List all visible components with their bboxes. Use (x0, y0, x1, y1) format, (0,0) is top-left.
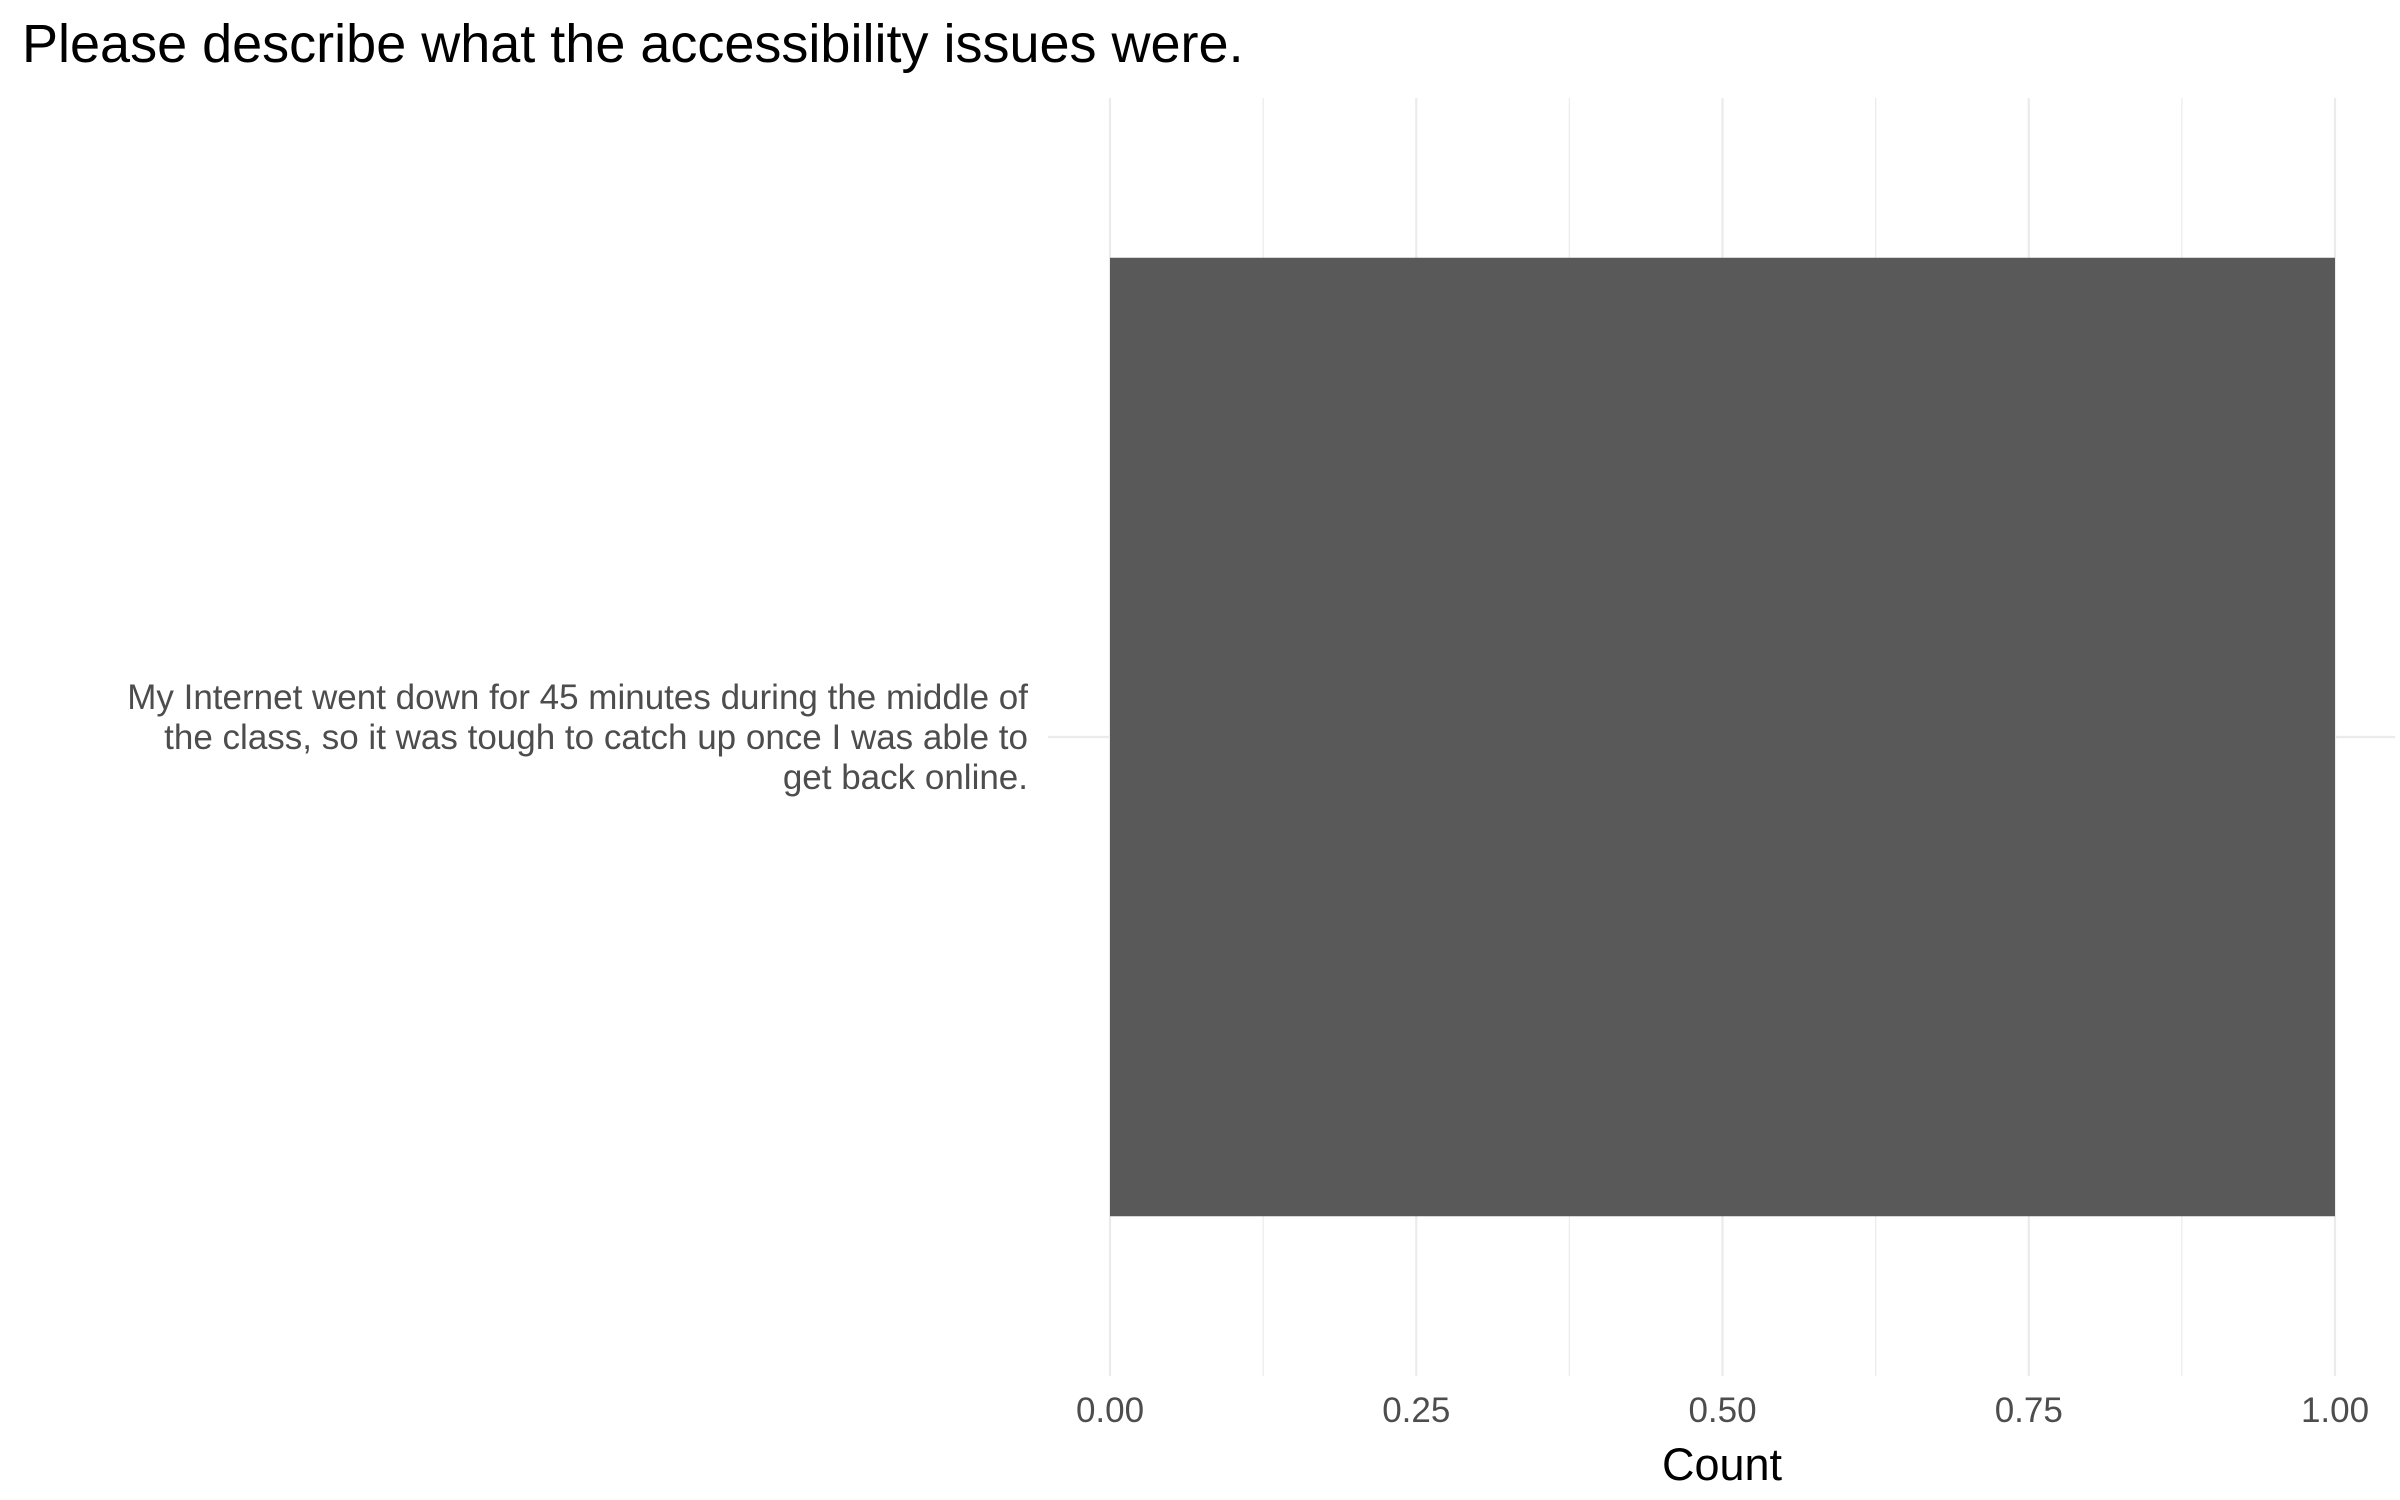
x-tick-label: 0.50 (1688, 1391, 1756, 1430)
x-tick-label: 0.75 (1995, 1391, 2063, 1430)
category-label-line: get back online. (783, 758, 1028, 797)
chart-title: Please describe what the accessibility i… (22, 14, 1244, 74)
category-label-line: My Internet went down for 45 minutes dur… (127, 678, 1028, 717)
x-tick-label: 0.00 (1076, 1391, 1144, 1430)
x-axis-title: Count (1662, 1439, 1783, 1490)
category-labels: My Internet went down for 45 minutes dur… (127, 678, 1028, 797)
category-label-line: the class, so it was tough to catch up o… (164, 718, 1028, 757)
bar (1110, 257, 2335, 1217)
x-axis-ticks: 0.00 0.25 0.50 0.75 1.00 (1076, 1391, 2369, 1430)
x-tick-label: 0.25 (1382, 1391, 1450, 1430)
x-tick-label: 1.00 (2301, 1391, 2369, 1430)
bars (1110, 257, 2335, 1217)
